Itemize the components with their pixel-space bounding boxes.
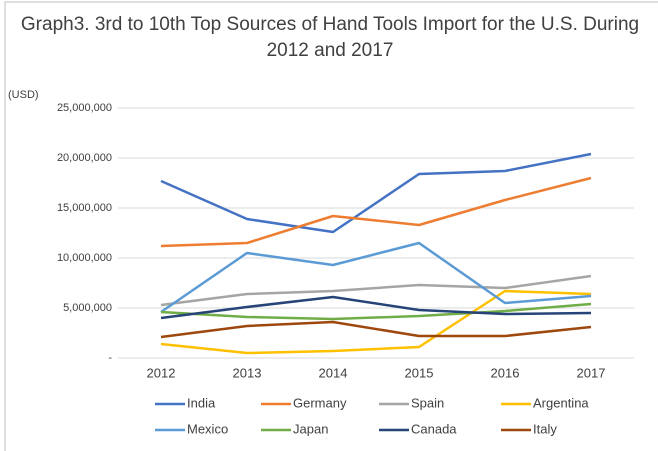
x-tick-label: 2012 <box>147 365 176 380</box>
series-line <box>160 289 592 355</box>
y-tick-label: 10,000,000 <box>57 252 112 264</box>
y-tick-label: 5,000,000 <box>63 302 112 314</box>
legend-label: Argentina <box>533 395 589 410</box>
x-tick-label: 2016 <box>491 365 520 380</box>
series-line <box>160 302 592 321</box>
legend-label: Canada <box>411 421 457 436</box>
y-tick-label: 20,000,000 <box>57 152 112 164</box>
legend-label: Spain <box>411 395 444 410</box>
y-axis-label: (USD) <box>8 89 39 101</box>
y-tick-label: 15,000,000 <box>57 202 112 214</box>
y-tick-label: - <box>108 352 112 364</box>
chart-title: Graph3. 3rd to 10th Top Sources of Hand … <box>20 14 640 61</box>
series-line <box>160 152 592 234</box>
x-tick-label: 2017 <box>577 365 606 380</box>
x-tick-label: 2015 <box>405 365 434 380</box>
x-tick-label: 2014 <box>319 365 348 380</box>
legend-label: Mexico <box>187 421 228 436</box>
legend-label: Italy <box>533 421 557 436</box>
series-line <box>160 274 592 307</box>
chart-border <box>4 1 658 451</box>
y-tick-label: 25,000,000 <box>57 102 112 114</box>
x-tick-label: 2013 <box>233 365 262 380</box>
series-line <box>160 295 592 320</box>
series-line <box>160 320 592 339</box>
series-line <box>160 241 592 314</box>
series-line <box>160 176 592 248</box>
legend-label: Japan <box>293 421 328 436</box>
legend-label: Germany <box>293 395 347 410</box>
legend-label: India <box>187 395 216 410</box>
